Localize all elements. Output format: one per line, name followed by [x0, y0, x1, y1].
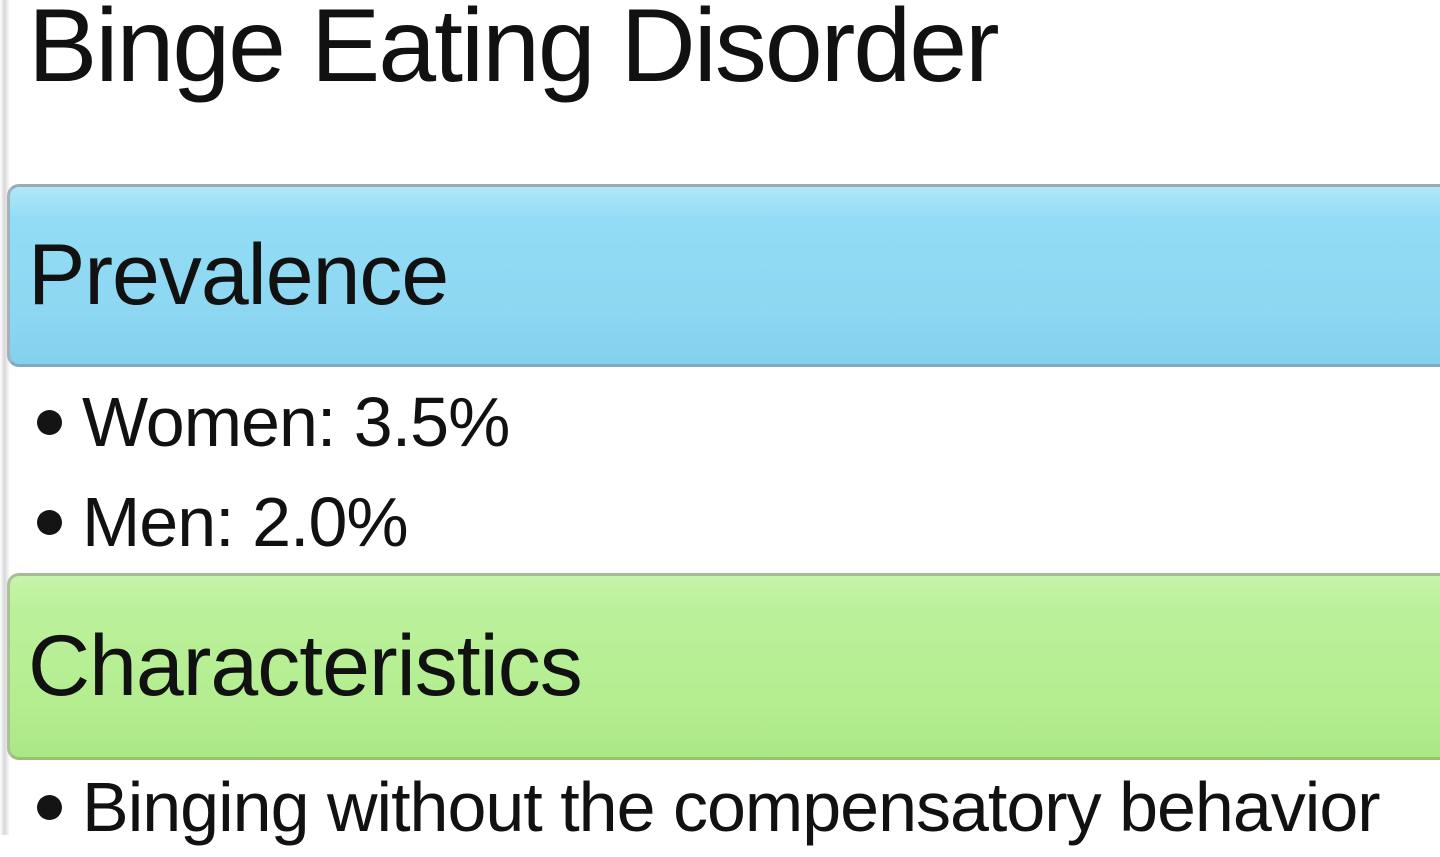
section-header-characteristics: Characteristics	[7, 573, 1440, 760]
list-item: Men: 2.0%	[37, 472, 1440, 572]
section-header-prevalence: Prevalence	[7, 184, 1440, 367]
slide-left-edge-shadow	[0, 0, 10, 835]
prevalence-bullet-list: Women: 3.5% Men: 2.0%	[0, 368, 1440, 572]
section-heading-characteristics: Characteristics	[28, 618, 583, 714]
bullet-text-women: Women: 3.5%	[82, 383, 510, 461]
bullet-icon	[37, 509, 62, 535]
bullet-icon	[37, 794, 62, 820]
list-item: Binging without the compensatory behavio…	[37, 757, 1440, 857]
section-heading-prevalence: Prevalence	[28, 227, 449, 323]
characteristics-bullet-list: Binging without the compensatory behavio…	[0, 757, 1440, 857]
slide-title: Binge Eating Disorder	[28, 0, 1000, 104]
bullet-text-binging: Binging without the compensatory behavio…	[82, 768, 1381, 846]
bullet-text-men: Men: 2.0%	[82, 483, 409, 561]
list-item: Women: 3.5%	[37, 372, 1440, 472]
bullet-icon	[37, 409, 62, 435]
